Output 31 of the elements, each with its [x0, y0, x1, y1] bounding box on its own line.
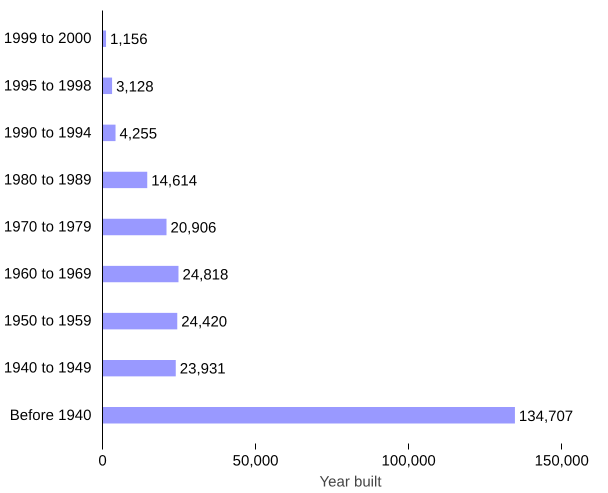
x-axis-title: Year built	[320, 474, 382, 490]
x-tick-label: 0	[98, 452, 107, 470]
y-tick-label: 1950 to 1959	[4, 312, 92, 330]
data-label: 23,931	[180, 360, 226, 378]
y-tick-label: 1990 to 1994	[4, 124, 92, 142]
bar	[102, 218, 167, 236]
y-tick-label: 1999 to 2000	[4, 30, 92, 48]
y-tick-label: Before 1940	[10, 406, 92, 424]
bar	[102, 124, 116, 142]
bar	[102, 172, 148, 188]
y-tick-label: 1960 to 1969	[4, 266, 92, 283]
data-label: 3,128	[116, 78, 154, 96]
y-tick-label: 1980 to 1989	[4, 171, 92, 188]
data-label: 134,707	[518, 408, 574, 425]
bar	[102, 266, 178, 282]
x-tick-label: 100,000	[382, 452, 436, 470]
data-label: 20,906	[170, 220, 216, 236]
bar	[102, 360, 176, 376]
y-tick-label: 1940 to 1949	[4, 360, 92, 377]
x-tick-label: 150,000	[534, 452, 589, 470]
bar	[102, 78, 112, 94]
data-label: 24,818	[182, 266, 228, 284]
bar	[102, 407, 515, 424]
y-tick-label: 1995 to 1998	[4, 77, 92, 94]
data-label: 4,255	[120, 125, 158, 142]
data-label: 1,156	[110, 31, 148, 48]
bar	[102, 312, 178, 330]
data-label: 14,614	[151, 172, 198, 190]
y-tick-label: 1970 to 1979	[4, 218, 92, 236]
x-tick-label: 50,000	[232, 452, 279, 470]
data-label: 24,420	[181, 314, 228, 331]
